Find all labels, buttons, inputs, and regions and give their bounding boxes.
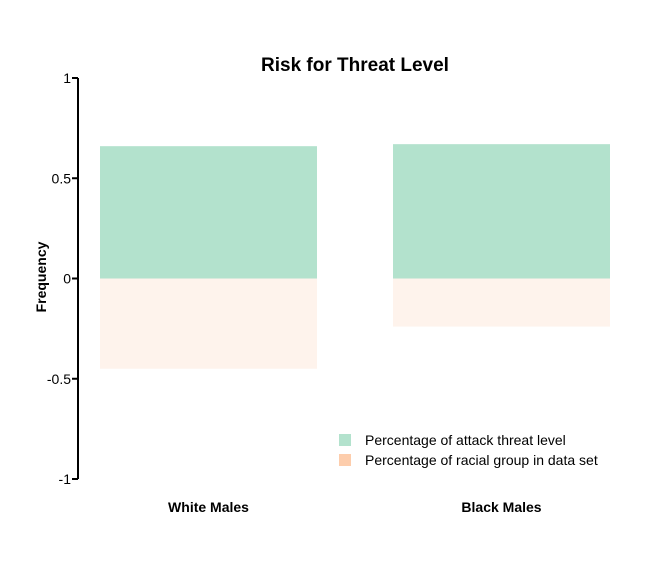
y-tick-label-0: -1 bbox=[59, 471, 72, 487]
y-tick-label-4: 1 bbox=[63, 70, 71, 86]
y-tick-label-3: 0.5 bbox=[52, 170, 72, 186]
chart-title: Risk for Threat Level bbox=[261, 55, 449, 76]
y-axis: -1 -0.5 0 0.5 1 bbox=[47, 70, 79, 487]
bar-threat-0 bbox=[100, 146, 317, 279]
legend: Percentage of attack threat level Percent… bbox=[339, 432, 598, 468]
y-axis-title: Frequency bbox=[33, 241, 49, 312]
bars-layer bbox=[100, 144, 610, 369]
bar-threat-1 bbox=[393, 144, 610, 279]
y-tick-label-1: -0.5 bbox=[47, 371, 71, 387]
legend-label-0: Percentage of attack threat level bbox=[365, 432, 566, 448]
bar-racial-1 bbox=[393, 278, 610, 327]
category-label-1: Black Males bbox=[461, 499, 541, 515]
category-labels: White Males Black Males bbox=[168, 499, 542, 515]
category-label-0: White Males bbox=[168, 499, 249, 515]
legend-label-1: Percentage of racial group in data set bbox=[365, 452, 598, 468]
legend-swatch-0 bbox=[339, 434, 351, 446]
legend-swatch-1 bbox=[339, 454, 351, 466]
bar-racial-0 bbox=[100, 278, 317, 369]
y-tick-label-2: 0 bbox=[63, 271, 71, 287]
